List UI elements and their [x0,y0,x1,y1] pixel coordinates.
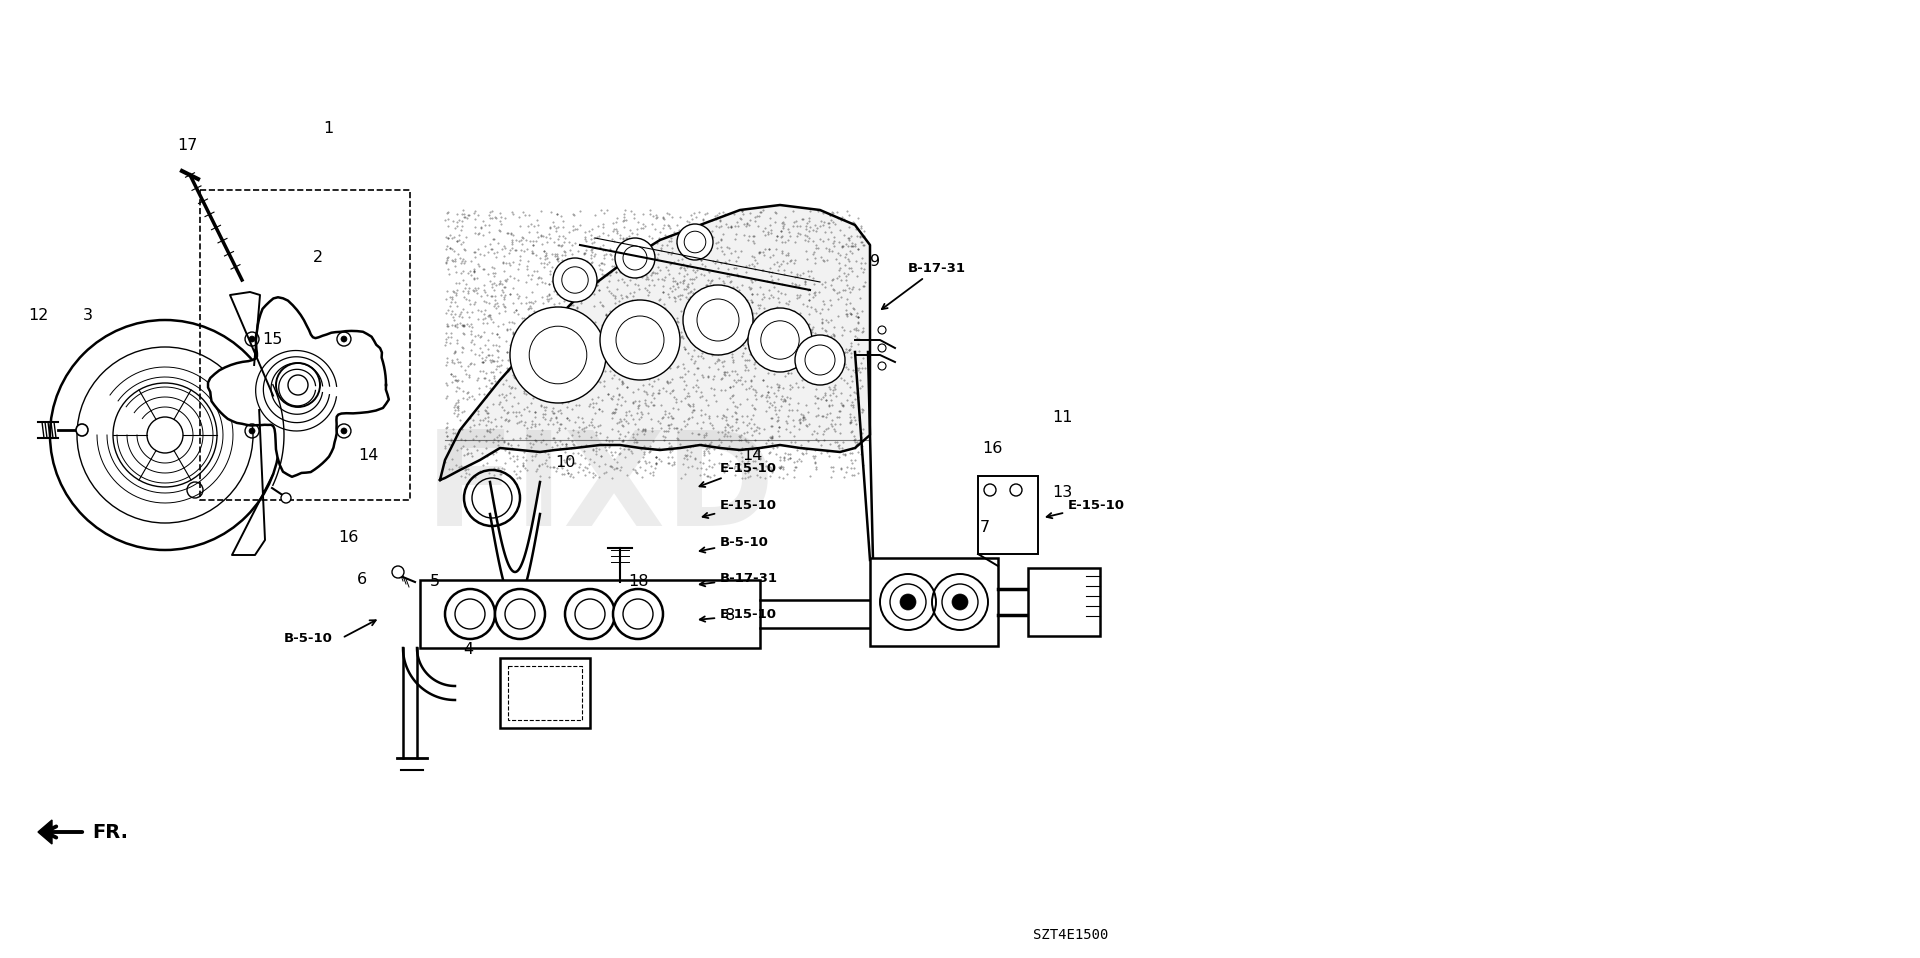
Text: 17: 17 [177,138,198,152]
Circle shape [749,308,812,372]
Circle shape [280,493,292,503]
Circle shape [77,424,88,436]
Circle shape [250,336,255,342]
Polygon shape [207,297,390,477]
Text: B-5-10: B-5-10 [699,536,768,553]
Circle shape [877,344,885,352]
Text: 8: 8 [726,607,735,623]
Text: 3: 3 [83,308,92,323]
Circle shape [564,589,614,639]
Circle shape [684,285,753,355]
Circle shape [553,258,597,302]
Bar [509,666,582,720]
Circle shape [795,335,845,385]
Text: 15: 15 [261,332,282,348]
Text: 2: 2 [313,250,323,265]
Circle shape [342,428,348,434]
Circle shape [614,238,655,278]
Circle shape [250,428,255,434]
Circle shape [900,594,916,610]
Text: 14: 14 [357,447,378,463]
Circle shape [495,589,545,639]
Circle shape [877,362,885,370]
Text: 9: 9 [870,255,879,269]
Circle shape [612,589,662,639]
Text: 14: 14 [741,447,762,463]
Circle shape [599,300,680,380]
Circle shape [342,336,348,342]
Bar [870,558,998,646]
Text: 13: 13 [1052,485,1071,499]
Polygon shape [38,820,52,844]
Text: 18: 18 [628,575,649,589]
Text: 7: 7 [979,520,991,536]
Circle shape [877,326,885,334]
Text: FIXD: FIXD [424,426,776,554]
Bar [1027,568,1100,636]
Text: 4: 4 [463,643,472,657]
Circle shape [445,589,495,639]
Circle shape [392,566,403,578]
Text: E-15-10: E-15-10 [1046,498,1125,518]
Text: 6: 6 [357,573,367,587]
Circle shape [678,224,712,260]
Bar [499,658,589,728]
Text: E-15-10: E-15-10 [703,498,778,518]
Text: E-15-10: E-15-10 [699,608,778,622]
Bar [200,190,411,500]
Circle shape [952,594,968,610]
Text: SZT4E1500: SZT4E1500 [1033,928,1108,942]
Text: B-17-31: B-17-31 [881,262,966,309]
Text: E-15-10: E-15-10 [699,462,778,487]
Circle shape [511,307,607,403]
Text: 1: 1 [323,121,334,135]
Polygon shape [440,205,870,480]
Text: 16: 16 [338,531,359,545]
Text: 11: 11 [1052,410,1071,425]
Text: 5: 5 [430,575,440,589]
Text: 10: 10 [555,454,576,469]
Bar [420,580,760,648]
Text: 16: 16 [981,441,1002,455]
Text: B-17-31: B-17-31 [699,572,778,586]
Text: B-5-10: B-5-10 [284,631,332,645]
Text: 12: 12 [27,308,48,323]
Text: FR.: FR. [92,823,129,841]
Bar [977,476,1039,554]
